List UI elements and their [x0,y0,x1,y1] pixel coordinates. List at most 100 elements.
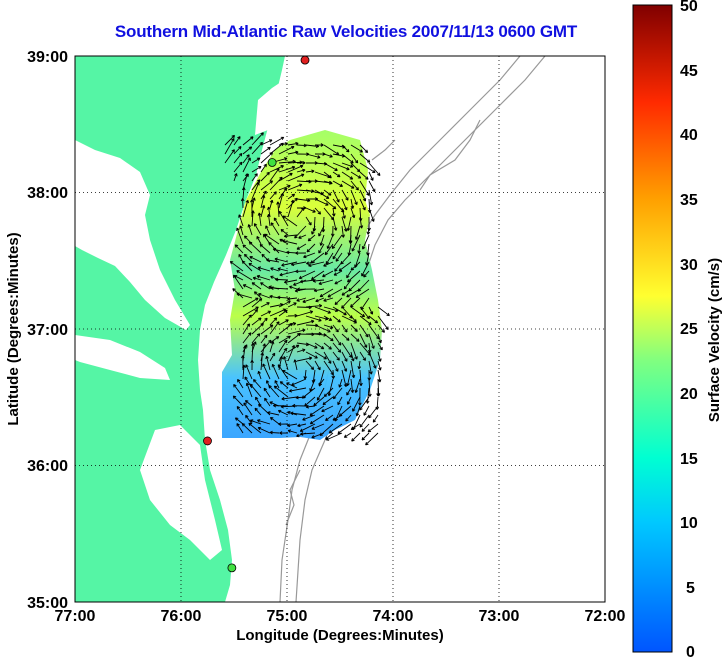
velocity-arrow [236,423,244,434]
velocity-arrow [292,403,307,408]
velocity-arrow [368,180,376,193]
velocity-arrow [325,414,334,421]
velocity-arrow [363,405,370,416]
velocity-arrow [251,309,258,317]
velocity-arrow [287,150,299,155]
velocity-arrow [264,233,280,245]
velocity-arrow [250,342,255,362]
x-axis-label: Longitude (Degrees:Minutes) [236,627,444,644]
velocity-arrow [224,149,235,164]
velocity-arrow [242,297,259,308]
velocity-arrow [296,319,315,326]
velocity-arrow [242,364,246,380]
velocity-arrow [331,369,336,379]
velocity-arrow [287,429,298,434]
velocity-arrow [346,396,352,405]
station-marker [203,436,212,446]
velocity-arrow [276,201,280,218]
velocity-arrow [323,171,332,179]
velocity-arrow [350,144,363,153]
velocity-arrow [368,351,377,369]
velocity-arrow [265,258,280,263]
velocity-arrow [281,396,298,401]
station-marker [267,158,277,167]
velocity-arrow [368,171,374,181]
velocity-arrow [341,189,349,201]
velocity-arrow [278,347,287,362]
velocity-arrow [267,411,280,416]
velocity-arrow [323,387,334,398]
velocity-arrow [278,300,291,308]
velocity-arrow [278,210,289,227]
velocity-arrow [270,267,280,272]
velocity-arrow [313,396,325,407]
y-axis-label: Latitude (Degrees:Minutes) [5,232,22,425]
velocity-arrow [287,183,303,191]
velocity-arrow [327,378,334,397]
colorbar-tick: 45 [680,63,698,80]
colorbar-label: Surface Velocity (cm/s) [706,258,723,422]
velocity-arrow [251,333,261,344]
velocity-arrow [359,198,366,211]
velocity-arrow [251,141,263,155]
velocity-arrow [303,252,316,259]
velocity-arrow [368,315,379,324]
velocity-arrow [319,288,334,298]
velocity-arrow [332,387,343,400]
velocity-arrow [302,414,316,421]
velocity-arrow [376,387,380,397]
velocity-arrow [334,261,343,272]
velocity-arrow [350,180,359,191]
velocity-arrow [270,286,289,290]
velocity-arrow [242,136,254,146]
velocity-arrow [331,234,343,250]
velocity-arrow [282,239,298,245]
grid-lines [75,56,605,602]
velocity-arrow [314,324,331,333]
velocity-arrow [312,279,325,283]
colorbar [632,4,673,653]
velocity-arrow [287,328,306,335]
velocity-arrow [341,216,348,232]
velocity-arrow [322,270,334,278]
velocity-arrow [323,297,334,302]
velocity-arrow [318,225,325,237]
velocity-arrow [242,314,252,326]
velocity-arrow [350,351,355,362]
velocity-arrow [354,225,361,240]
velocity-arrow [278,322,294,335]
y-tick: 37:00 [27,322,68,339]
velocity-arrow [270,222,280,236]
velocity-arrow [288,387,307,393]
x-tick: 76:00 [161,608,202,625]
y-tick: 35:00 [27,595,68,612]
velocity-arrow [260,171,270,182]
velocity-arrow [297,423,307,428]
velocity-arrow [279,270,298,277]
velocity-arrow [251,132,264,146]
velocity-arrow [311,432,325,439]
velocity-arrow [256,274,271,281]
velocity-arrow [271,363,280,380]
velocity-arrow [287,297,298,301]
radar-stations [203,55,310,573]
velocity-arrow [296,310,314,317]
velocity-arrow [260,204,266,218]
velocity-arrow [269,336,280,344]
velocity-arrow [346,369,352,387]
velocity-arrow [278,309,288,317]
velocity-arrow [333,270,343,276]
velocity-arrow [287,332,301,344]
velocity-arrow [240,355,245,371]
velocity-arrow [338,261,352,272]
velocity-arrow [332,216,338,231]
velocity-arrow [253,291,262,299]
velocity-arrow [318,243,325,254]
velocity-arrow [359,369,363,387]
velocity-arrow [352,396,361,412]
velocity-arrow [249,419,262,425]
velocity-arrow [241,260,253,272]
velocity-arrow [260,139,273,146]
velocity-arrow [242,332,252,344]
velocity-arrow [332,351,340,361]
